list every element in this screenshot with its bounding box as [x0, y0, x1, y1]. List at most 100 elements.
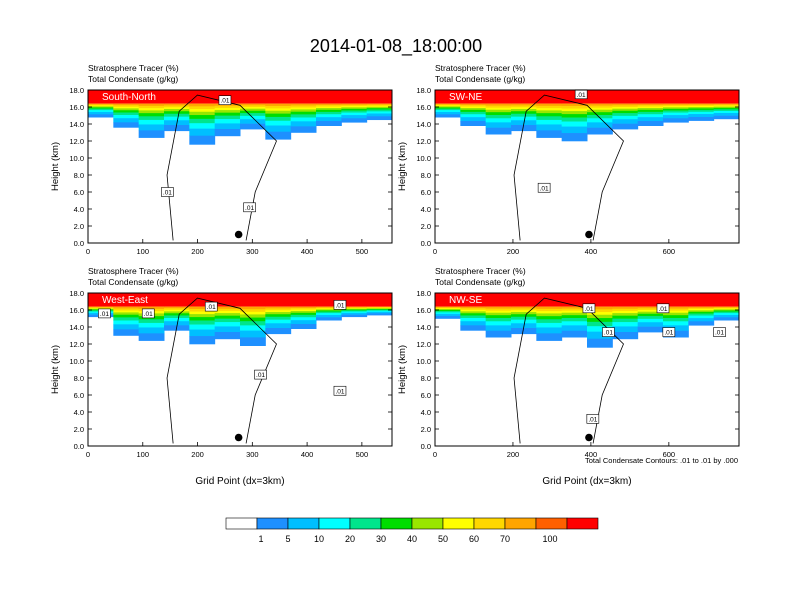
- tracer-band: [663, 321, 689, 326]
- x-tick-label: 0: [86, 247, 90, 256]
- tracer-band: [587, 318, 613, 323]
- tracer-band: [688, 313, 715, 316]
- contour-label-box: [537, 182, 551, 193]
- tracer-band: [460, 311, 487, 314]
- tracer-band: [164, 105, 190, 108]
- panel-header: Total Condensate (g/kg): [88, 277, 178, 287]
- tracer-band: [485, 127, 512, 135]
- condensate-contour: [513, 297, 624, 444]
- tracer-band: [214, 115, 241, 120]
- tracer-band: [688, 104, 715, 107]
- tracer-band: [511, 316, 537, 320]
- tracer-band: [435, 110, 461, 113]
- tracer-band: [88, 104, 114, 106]
- tracer-band: [536, 116, 563, 121]
- tracer-band: [341, 306, 368, 308]
- contour-label-box: [204, 301, 218, 312]
- tracer-band: [713, 104, 740, 106]
- y-axis-label: Height (km): [50, 142, 61, 191]
- panel-header: Total Condensate (g/kg): [435, 277, 525, 287]
- tracer-band: [366, 309, 393, 311]
- panel-header: Stratosphere Tracer (%): [88, 266, 179, 276]
- tracer-band: [561, 308, 588, 311]
- tracer-band: [435, 311, 461, 313]
- tracer-band: [265, 125, 292, 132]
- contour-footnote: Total Condensate Contours: .01 to .01 by…: [585, 456, 738, 465]
- tracer-band: [561, 306, 588, 309]
- contour-label-box: [602, 327, 615, 337]
- tracer-band: [316, 314, 342, 318]
- tracer-band: [460, 109, 487, 113]
- contour-label-box: [333, 300, 347, 310]
- contour-label-box: [218, 95, 232, 105]
- tracer-band: [341, 308, 368, 310]
- x-tick-label: 400: [585, 450, 598, 459]
- tracer-band: [164, 318, 190, 322]
- tracer-band: [637, 114, 664, 118]
- tracer-band: [663, 310, 689, 314]
- colorbar-swatch: [535, 517, 568, 530]
- y-tick-label: 0.0: [74, 442, 84, 451]
- tracer-band: [561, 330, 588, 338]
- tracer-band: [587, 109, 613, 113]
- tracer-band: [113, 320, 140, 325]
- x-tick-label: 200: [191, 247, 204, 256]
- tracer-band: [214, 110, 241, 113]
- tracer-band: [663, 106, 689, 108]
- tracer-band: [561, 310, 588, 314]
- tracer-band: [612, 313, 639, 316]
- tracer-band: [587, 314, 613, 319]
- y-tick-label: 8.0: [421, 171, 431, 180]
- y-tick-label: 12.0: [69, 137, 84, 146]
- tracer-band: [240, 110, 266, 114]
- tracer-band: [460, 325, 487, 331]
- y-tick-label: 16.0: [69, 103, 84, 112]
- panel-frame: [87, 292, 393, 447]
- tracer-band: [341, 107, 368, 110]
- tracer-band: [460, 315, 487, 319]
- tracer-band: [485, 103, 512, 106]
- tracer-band: [189, 311, 216, 315]
- tracer-band: [366, 111, 393, 114]
- tracer-band: [214, 310, 241, 314]
- tracer-band: [637, 108, 664, 111]
- colorbar-label: 60: [469, 534, 479, 544]
- tracer-band: [688, 307, 715, 310]
- tracer-band: [265, 103, 292, 107]
- tracer-band: [290, 320, 317, 325]
- tracer-band: [713, 317, 740, 321]
- contour-label-box: [333, 385, 347, 396]
- x-tick-label: 0: [86, 450, 90, 459]
- contour-label-box: [656, 303, 670, 314]
- tracer-band: [460, 114, 487, 118]
- tracer-band: [713, 307, 740, 309]
- x-tick-label: 400: [301, 247, 314, 256]
- tracer-band: [511, 124, 537, 132]
- tracer-band: [316, 317, 342, 321]
- tracer-band: [113, 308, 140, 311]
- x-tick-label: 0: [433, 450, 437, 459]
- tracer-band: [189, 320, 216, 325]
- tracer-band: [290, 117, 317, 122]
- tracer-band: [460, 111, 487, 115]
- tracer-band: [138, 322, 165, 328]
- y-tick-label: 12.0: [69, 340, 84, 349]
- location-marker: [234, 230, 243, 239]
- tracer-band: [189, 135, 216, 145]
- tracer-band: [341, 307, 368, 309]
- tracer-band: [612, 119, 639, 124]
- y-tick-label: 16.0: [416, 306, 431, 315]
- tracer-band: [189, 128, 216, 136]
- tracer-band: [587, 321, 613, 327]
- tracer-band: [663, 112, 689, 116]
- tracer-band: [511, 312, 537, 315]
- contour-label: .01: [335, 388, 344, 395]
- tracer-band: [435, 307, 461, 309]
- tracer-band: [265, 116, 292, 122]
- tracer-band: [663, 110, 689, 113]
- tracer-band: [612, 123, 639, 130]
- x-tick-label: 0: [433, 247, 437, 256]
- tracer-band: [316, 313, 342, 316]
- tracer-band: [189, 317, 216, 321]
- contour-label: .01: [715, 330, 724, 337]
